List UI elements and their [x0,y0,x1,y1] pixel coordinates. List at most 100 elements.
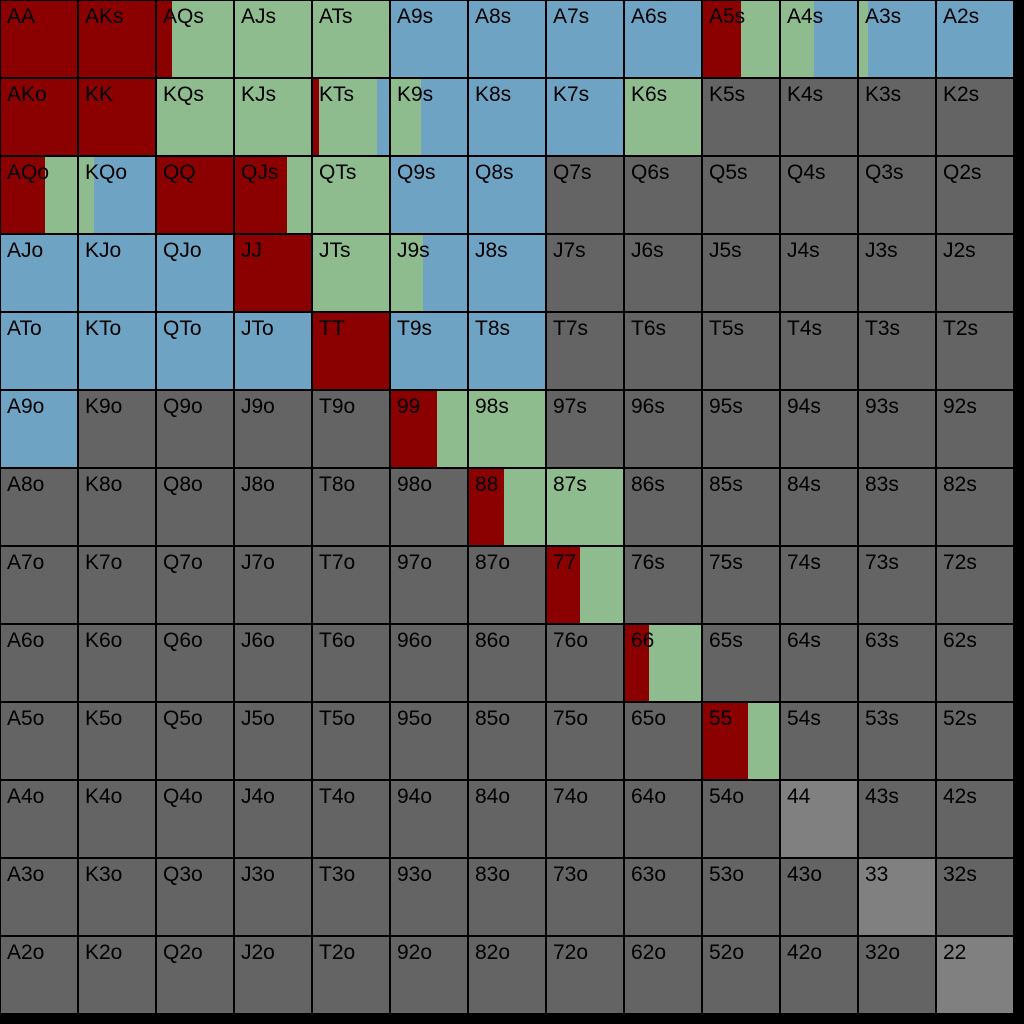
hand-cell-83o[interactable]: 83o [469,859,545,935]
hand-cell-44[interactable]: 44 [781,781,857,857]
hand-cell-QTo[interactable]: QTo [157,313,233,389]
hand-cell-ATs[interactable]: ATs [313,1,389,77]
hand-cell-T4s[interactable]: T4s [781,313,857,389]
hand-cell-98s[interactable]: 98s [469,391,545,467]
hand-cell-K7o[interactable]: K7o [79,547,155,623]
hand-cell-JTo[interactable]: JTo [235,313,311,389]
hand-cell-43o[interactable]: 43o [781,859,857,935]
hand-cell-K8o[interactable]: K8o [79,469,155,545]
hand-cell-AKo[interactable]: AKo [1,79,77,155]
hand-cell-A9s[interactable]: A9s [391,1,467,77]
hand-cell-T5o[interactable]: T5o [313,703,389,779]
hand-cell-T9o[interactable]: T9o [313,391,389,467]
hand-cell-A3o[interactable]: A3o [1,859,77,935]
hand-cell-95o[interactable]: 95o [391,703,467,779]
hand-cell-AJs[interactable]: AJs [235,1,311,77]
hand-cell-87s[interactable]: 87s [547,469,623,545]
hand-cell-TT[interactable]: TT [313,313,389,389]
hand-cell-63o[interactable]: 63o [625,859,701,935]
hand-cell-K9o[interactable]: K9o [79,391,155,467]
hand-cell-42o[interactable]: 42o [781,937,857,1013]
hand-cell-QTs[interactable]: QTs [313,157,389,233]
hand-cell-52o[interactable]: 52o [703,937,779,1013]
hand-cell-84s[interactable]: 84s [781,469,857,545]
hand-cell-42s[interactable]: 42s [937,781,1013,857]
hand-cell-J2o[interactable]: J2o [235,937,311,1013]
hand-cell-62s[interactable]: 62s [937,625,1013,701]
hand-cell-75o[interactable]: 75o [547,703,623,779]
hand-cell-Q9o[interactable]: Q9o [157,391,233,467]
hand-cell-97s[interactable]: 97s [547,391,623,467]
hand-cell-T3s[interactable]: T3s [859,313,935,389]
hand-cell-33[interactable]: 33 [859,859,935,935]
hand-cell-J9o[interactable]: J9o [235,391,311,467]
hand-cell-82s[interactable]: 82s [937,469,1013,545]
hand-cell-J4s[interactable]: J4s [781,235,857,311]
hand-cell-J9s[interactable]: J9s [391,235,467,311]
hand-cell-K5s[interactable]: K5s [703,79,779,155]
hand-cell-95s[interactable]: 95s [703,391,779,467]
hand-cell-KK[interactable]: KK [79,79,155,155]
hand-cell-85o[interactable]: 85o [469,703,545,779]
hand-cell-AA[interactable]: AA [1,1,77,77]
hand-cell-72s[interactable]: 72s [937,547,1013,623]
hand-cell-A9o[interactable]: A9o [1,391,77,467]
hand-cell-T8o[interactable]: T8o [313,469,389,545]
hand-cell-J3o[interactable]: J3o [235,859,311,935]
hand-cell-QJo[interactable]: QJo [157,235,233,311]
hand-cell-73o[interactable]: 73o [547,859,623,935]
hand-cell-K3o[interactable]: K3o [79,859,155,935]
hand-cell-54o[interactable]: 54o [703,781,779,857]
hand-cell-KQo[interactable]: KQo [79,157,155,233]
hand-cell-72o[interactable]: 72o [547,937,623,1013]
hand-cell-T2s[interactable]: T2s [937,313,1013,389]
hand-cell-K5o[interactable]: K5o [79,703,155,779]
hand-cell-75s[interactable]: 75s [703,547,779,623]
hand-cell-Q3s[interactable]: Q3s [859,157,935,233]
hand-cell-T4o[interactable]: T4o [313,781,389,857]
hand-cell-JTs[interactable]: JTs [313,235,389,311]
hand-cell-K2o[interactable]: K2o [79,937,155,1013]
hand-cell-Q4s[interactable]: Q4s [781,157,857,233]
hand-cell-K6s[interactable]: K6s [625,79,701,155]
hand-cell-32s[interactable]: 32s [937,859,1013,935]
hand-cell-AKs[interactable]: AKs [79,1,155,77]
hand-cell-KTo[interactable]: KTo [79,313,155,389]
hand-cell-T9s[interactable]: T9s [391,313,467,389]
hand-cell-A2s[interactable]: A2s [937,1,1013,77]
hand-cell-94s[interactable]: 94s [781,391,857,467]
hand-cell-T7o[interactable]: T7o [313,547,389,623]
hand-cell-62o[interactable]: 62o [625,937,701,1013]
hand-cell-J4o[interactable]: J4o [235,781,311,857]
hand-cell-Q9s[interactable]: Q9s [391,157,467,233]
hand-cell-T7s[interactable]: T7s [547,313,623,389]
hand-cell-K9s[interactable]: K9s [391,79,467,155]
hand-cell-KJs[interactable]: KJs [235,79,311,155]
hand-cell-A5s[interactable]: A5s [703,1,779,77]
hand-cell-65o[interactable]: 65o [625,703,701,779]
hand-cell-A3s[interactable]: A3s [859,1,935,77]
hand-cell-KTs[interactable]: KTs [313,79,389,155]
hand-cell-KQs[interactable]: KQs [157,79,233,155]
hand-cell-64s[interactable]: 64s [781,625,857,701]
hand-cell-43s[interactable]: 43s [859,781,935,857]
hand-cell-K7s[interactable]: K7s [547,79,623,155]
hand-cell-32o[interactable]: 32o [859,937,935,1013]
hand-cell-55[interactable]: 55 [703,703,779,779]
hand-cell-92o[interactable]: 92o [391,937,467,1013]
hand-cell-T5s[interactable]: T5s [703,313,779,389]
hand-cell-AJo[interactable]: AJo [1,235,77,311]
hand-cell-88[interactable]: 88 [469,469,545,545]
hand-cell-53o[interactable]: 53o [703,859,779,935]
hand-cell-86o[interactable]: 86o [469,625,545,701]
hand-cell-J8s[interactable]: J8s [469,235,545,311]
hand-cell-93o[interactable]: 93o [391,859,467,935]
hand-cell-76s[interactable]: 76s [625,547,701,623]
hand-cell-K3s[interactable]: K3s [859,79,935,155]
hand-cell-J3s[interactable]: J3s [859,235,935,311]
hand-cell-93s[interactable]: 93s [859,391,935,467]
hand-cell-Q6s[interactable]: Q6s [625,157,701,233]
hand-cell-A6s[interactable]: A6s [625,1,701,77]
hand-cell-Q2s[interactable]: Q2s [937,157,1013,233]
hand-cell-T6o[interactable]: T6o [313,625,389,701]
